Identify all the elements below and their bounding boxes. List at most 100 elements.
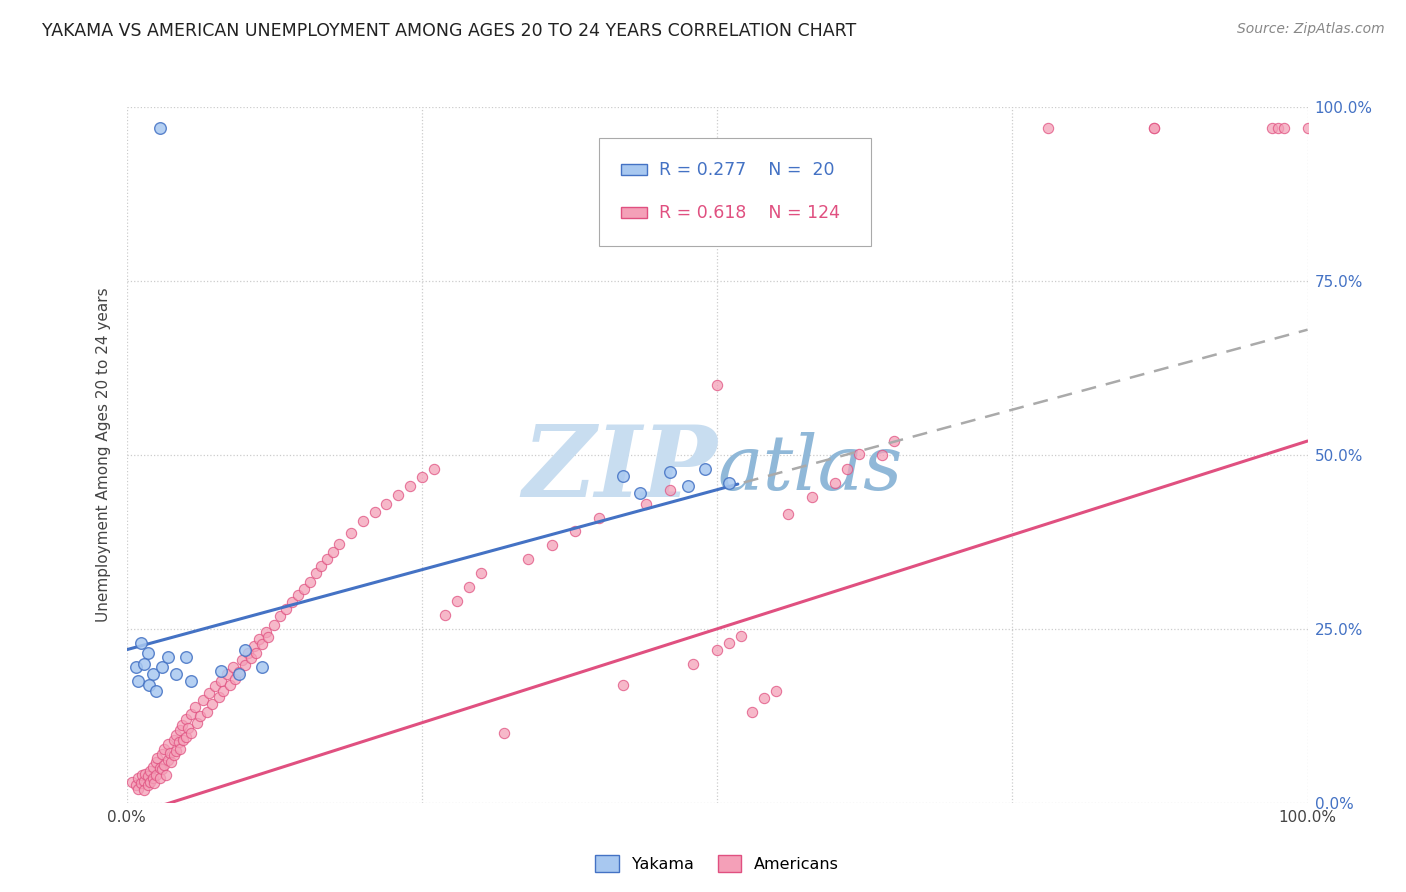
Point (238, 646, 260, 660)
Text: atlas: atlas (717, 432, 903, 506)
Point (204, 679, 226, 693)
Point (146, 750, 169, 764)
Point (180, 726, 202, 740)
Point (628, 486, 651, 500)
Point (872, 448, 894, 462)
Point (139, 775, 162, 789)
Bar (621, 164, 647, 175)
Point (776, 507, 799, 521)
Bar (621, 207, 647, 219)
Point (252, 637, 274, 651)
Point (254, 625, 277, 640)
Point (316, 552, 339, 566)
Point (322, 545, 344, 559)
Point (149, 120, 172, 135)
Point (835, 462, 858, 476)
Point (434, 607, 457, 622)
Point (170, 718, 193, 732)
Point (136, 778, 159, 792)
Point (174, 649, 197, 664)
Text: R = 0.277    N =  20: R = 0.277 N = 20 (659, 161, 835, 178)
Point (167, 734, 190, 748)
Point (706, 642, 728, 657)
Point (150, 660, 173, 674)
Point (247, 632, 270, 647)
Point (129, 776, 152, 790)
Point (195, 706, 218, 720)
Point (174, 712, 197, 726)
Point (292, 582, 315, 596)
Point (193, 693, 215, 707)
Point (824, 475, 846, 490)
Point (134, 773, 156, 788)
Point (134, 766, 156, 780)
Point (150, 747, 173, 761)
Point (209, 674, 232, 689)
Point (263, 618, 285, 632)
Point (399, 479, 422, 493)
Point (136, 769, 159, 783)
Point (287, 589, 309, 603)
Point (209, 664, 232, 678)
Point (1267, 120, 1289, 135)
Point (228, 667, 250, 681)
Point (281, 595, 304, 609)
Point (411, 470, 433, 484)
Point (233, 658, 256, 673)
Point (730, 629, 752, 643)
Point (149, 761, 172, 775)
Point (387, 488, 409, 502)
Point (682, 657, 704, 671)
Point (200, 697, 222, 711)
Point (131, 768, 153, 782)
Point (149, 772, 172, 786)
Point (180, 674, 202, 689)
Point (138, 677, 160, 691)
Point (717, 636, 740, 650)
Point (177, 721, 200, 735)
Point (765, 684, 787, 698)
Point (458, 580, 481, 594)
Point (219, 677, 242, 691)
Point (169, 741, 191, 756)
Point (658, 466, 681, 480)
Point (125, 660, 148, 674)
Point (141, 759, 163, 773)
Point (163, 748, 186, 763)
Point (156, 649, 179, 664)
Point (127, 674, 149, 689)
Point (153, 757, 176, 772)
Point (274, 602, 297, 616)
Point (224, 672, 246, 686)
Point (494, 726, 516, 740)
Point (883, 434, 905, 448)
Point (1143, 120, 1166, 135)
Point (754, 691, 776, 706)
Point (352, 514, 374, 528)
FancyBboxPatch shape (599, 138, 870, 246)
Point (165, 728, 187, 742)
Point (612, 677, 634, 691)
Point (129, 636, 152, 650)
Point (658, 483, 681, 497)
Point (156, 753, 179, 767)
Point (741, 706, 763, 720)
Point (145, 756, 167, 770)
Point (153, 741, 176, 756)
Point (239, 651, 262, 665)
Point (269, 609, 291, 624)
Point (340, 525, 363, 540)
Point (676, 479, 699, 493)
Point (422, 462, 444, 476)
Point (155, 768, 177, 782)
Y-axis label: Unemployment Among Ages 20 to 24 years: Unemployment Among Ages 20 to 24 years (96, 287, 111, 623)
Text: Source: ZipAtlas.com: Source: ZipAtlas.com (1237, 22, 1385, 37)
Point (159, 746, 181, 760)
Text: R = 0.618    N = 124: R = 0.618 N = 124 (659, 203, 841, 222)
Point (160, 756, 183, 770)
Point (1296, 120, 1319, 135)
Point (298, 574, 321, 589)
Point (134, 783, 156, 797)
Point (695, 462, 717, 476)
Point (1143, 120, 1166, 135)
